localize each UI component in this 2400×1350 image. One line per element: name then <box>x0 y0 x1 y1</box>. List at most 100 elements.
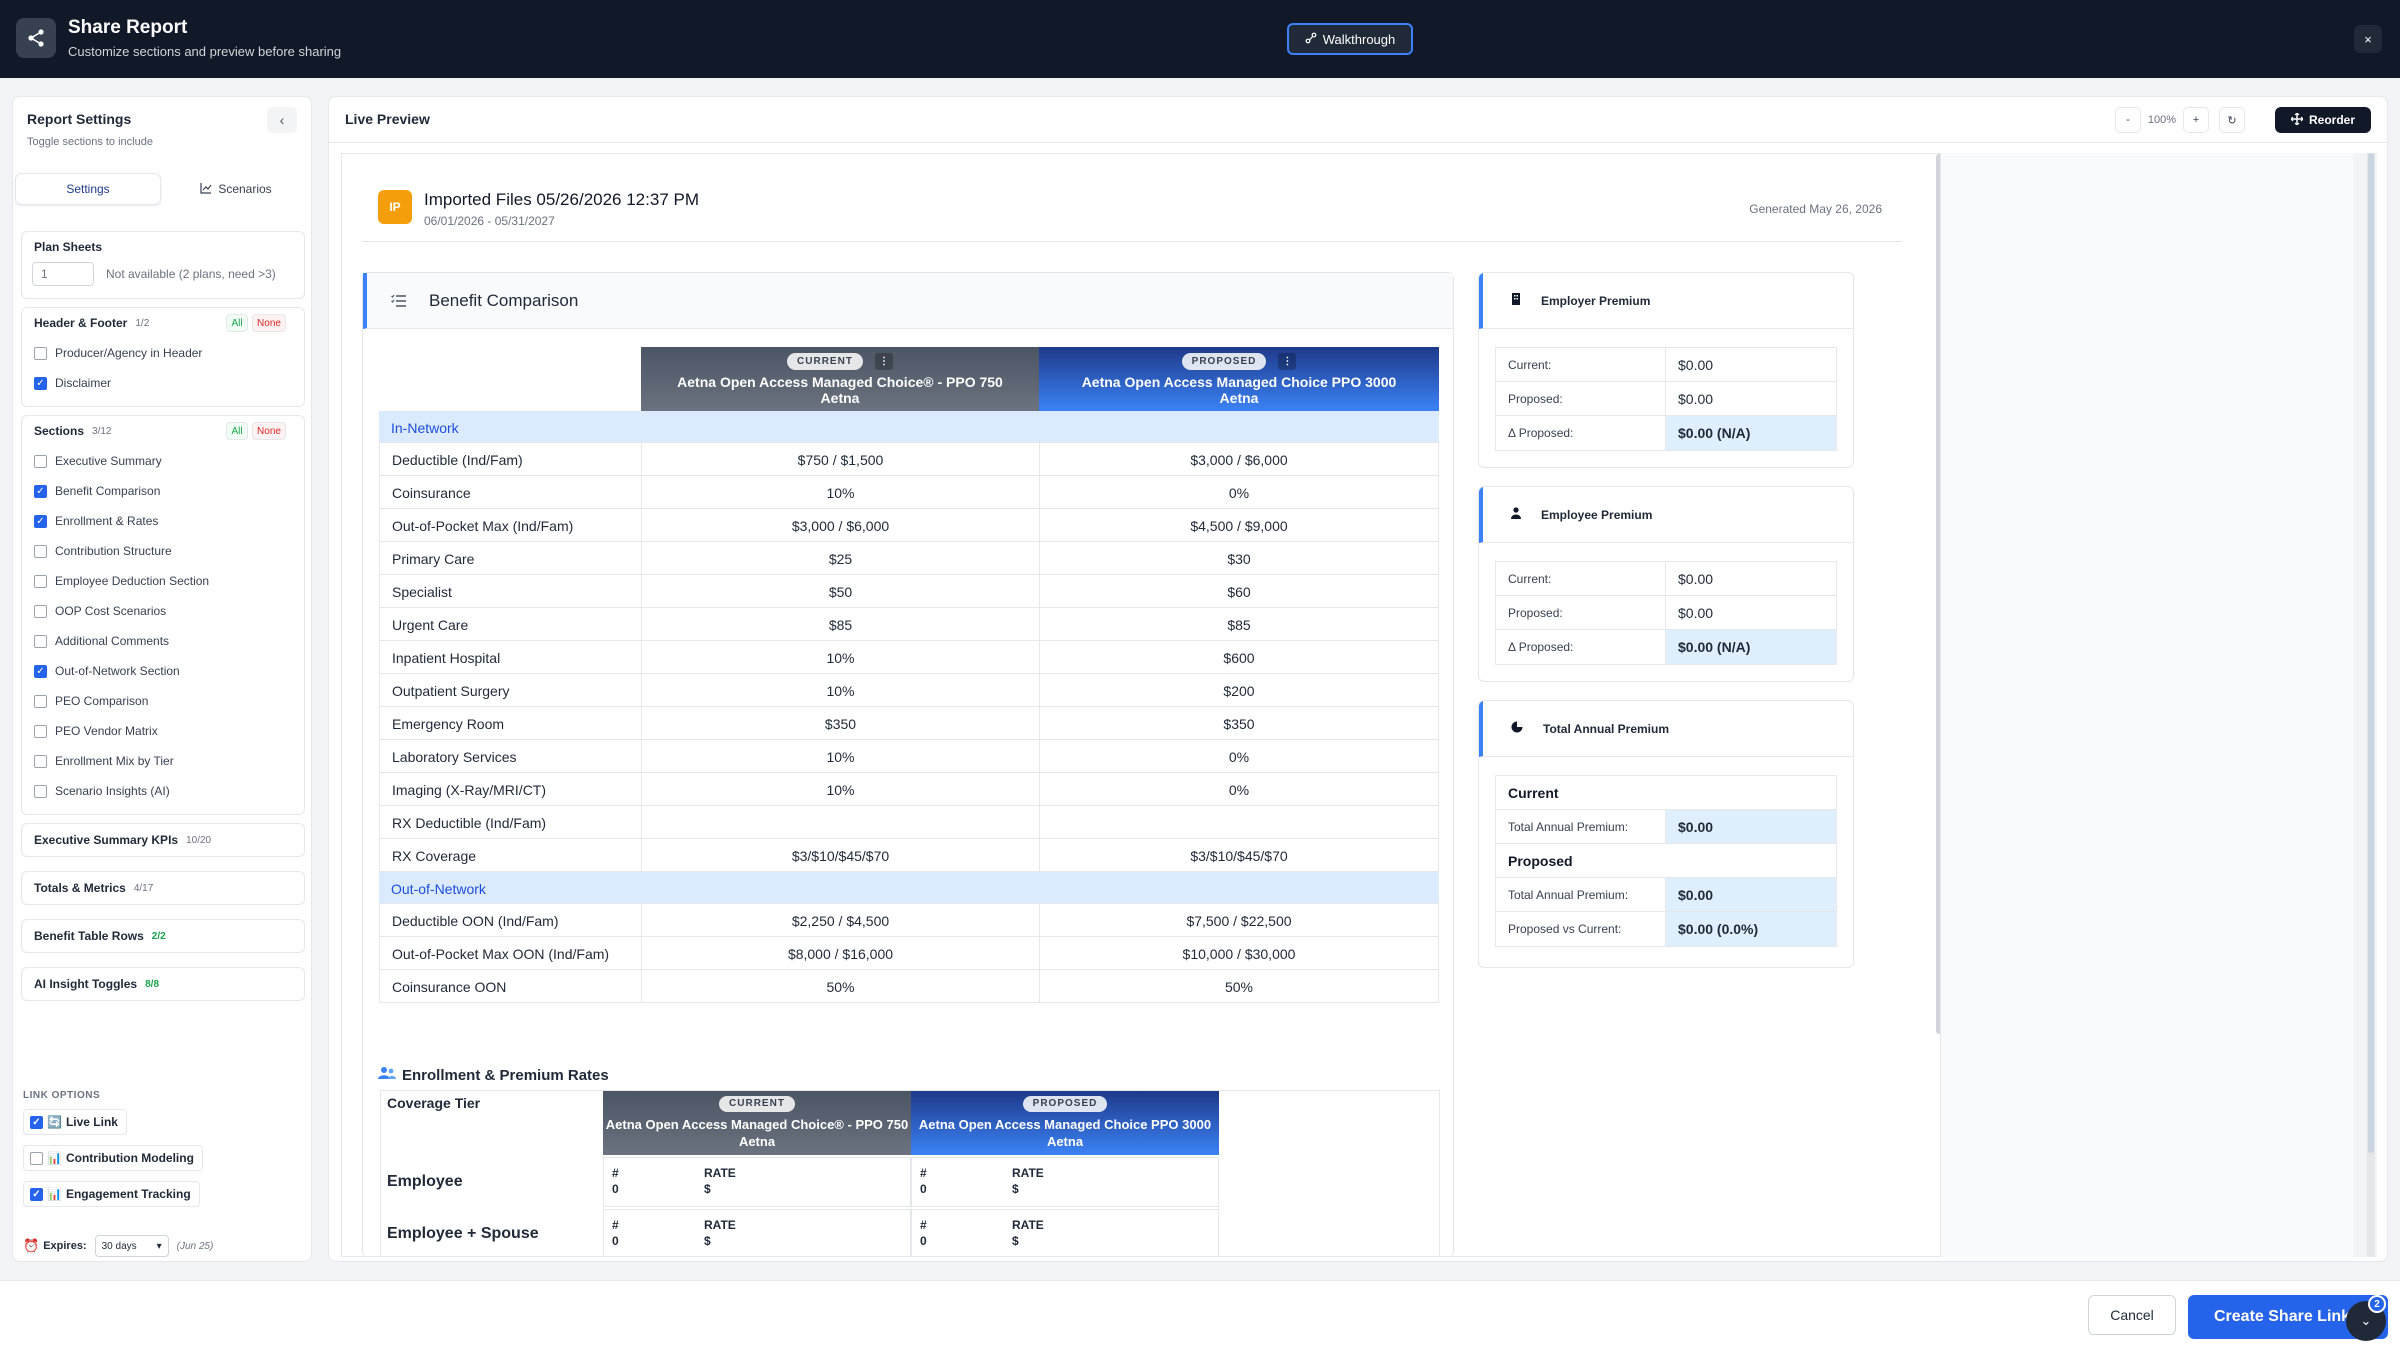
walkthrough-button[interactable]: Walkthrough <box>1287 23 1413 55</box>
table-row: Emergency Room $350 $350 <box>379 707 1439 740</box>
checkbox-item[interactable]: OOP Cost Scenarios <box>22 596 304 626</box>
group-title: Totals & Metrics <box>34 881 126 895</box>
checkbox-checked-icon[interactable]: ✓ <box>30 1115 43 1129</box>
premium-grid: Current: $0.00 Proposed: $0.00 Δ Proposed:… <box>1495 561 1837 665</box>
collapsed-group[interactable]: AI Insight Toggles 8/8 <box>21 967 305 1001</box>
rate-label: RATE <box>1012 1218 1044 1232</box>
enrollment-title: Enrollment & Premium Rates <box>378 1066 609 1084</box>
document-scrollbar[interactable] <box>1936 154 1940 1034</box>
current-rate-cell[interactable]: #0 RATE $ <box>603 1157 911 1207</box>
section-label: Out-of-Network <box>391 880 486 897</box>
collapse-panel-button[interactable]: ‹ <box>267 107 297 133</box>
checkbox-item[interactable]: Employee Deduction Section <box>22 566 304 596</box>
enrollment-table: Coverage Tier CURRENT Aetna Open Access … <box>380 1090 1440 1256</box>
count-value: 0 <box>920 1182 927 1196</box>
proposed-value: $30 <box>1039 542 1439 575</box>
group-count: 10/20 <box>186 834 212 846</box>
zoom-out-button[interactable]: - <box>2115 107 2141 133</box>
preview-scrollbar[interactable] <box>2367 153 2375 1257</box>
current-rate-cell[interactable]: #0 RATE $ <box>603 1209 911 1256</box>
checkbox-unchecked-icon[interactable] <box>34 574 47 588</box>
checkbox-unchecked-icon[interactable] <box>34 634 47 648</box>
checkbox-unchecked-icon[interactable] <box>34 694 47 708</box>
sections-card: Sections 3/12 All None Executive Summary ✓… <box>21 415 305 815</box>
select-all-button[interactable]: All <box>226 422 248 440</box>
more-options-icon[interactable]: ⋮ <box>1278 353 1297 370</box>
report-header: IP Imported Files 05/26/2026 12:37 PM 06… <box>362 172 1902 242</box>
collapsed-group[interactable]: Executive Summary KPIs 10/20 <box>21 823 305 857</box>
group-header: Totals & Metrics 4/17 <box>22 872 304 904</box>
proposed-value: $3/$10/$45/$70 <box>1039 839 1439 872</box>
zoom-level: 100% <box>2147 114 2177 126</box>
checkbox-unchecked-icon[interactable] <box>34 724 47 738</box>
checkbox-item[interactable]: Contribution Structure <box>22 536 304 566</box>
checkbox-item[interactable]: Additional Comments <box>22 626 304 656</box>
checkbox-unchecked-icon[interactable] <box>34 544 47 558</box>
proposed-value: 0% <box>1039 740 1439 773</box>
checkbox-item[interactable]: Enrollment Mix by Tier <box>22 746 304 776</box>
count-value: 0 <box>612 1234 619 1248</box>
zoom-in-button[interactable]: + <box>2183 107 2209 133</box>
close-button[interactable]: × <box>2354 25 2382 53</box>
proposed-rate-cell[interactable]: #0 RATE $ <box>911 1209 1219 1256</box>
settings-content: Plan Sheets 1 Not available (2 plans, ne… <box>21 231 305 1015</box>
card-title: Employee Premium <box>1541 507 1653 522</box>
checkbox-item[interactable]: PEO Vendor Matrix <box>22 716 304 746</box>
checkbox-label: PEO Vendor Matrix <box>55 724 158 738</box>
vs-value: $0.00 (0.0%) <box>1666 912 1836 946</box>
checkbox-item[interactable]: PEO Comparison <box>22 686 304 716</box>
tab-scenarios[interactable]: Scenarios <box>163 173 309 205</box>
select-none-button[interactable]: None <box>252 314 286 332</box>
checkbox-unchecked-icon[interactable] <box>30 1151 43 1165</box>
checkbox-item[interactable]: Scenario Insights (AI) <box>22 776 304 806</box>
live-preview-panel: Live Preview - 100% + ↻ Reorder IP Impor… <box>328 96 2388 1262</box>
checkbox-unchecked-icon[interactable] <box>34 346 47 360</box>
preview-title: Live Preview <box>345 111 430 127</box>
count-label: # <box>612 1218 619 1232</box>
benefit-label: Emergency Room <box>379 707 641 740</box>
building-icon <box>1511 293 1521 308</box>
checkbox-unchecked-icon[interactable] <box>34 754 47 768</box>
checkbox-checked-icon[interactable]: ✓ <box>30 1187 43 1201</box>
current-value: $3/$10/$45/$70 <box>641 839 1039 872</box>
link-option[interactable]: 📊 Contribution Modeling <box>23 1145 203 1171</box>
checkbox-checked-icon[interactable]: ✓ <box>34 514 47 528</box>
select-all-button[interactable]: All <box>226 314 248 332</box>
link-option[interactable]: ✓ 🔄 Live Link <box>23 1109 127 1135</box>
collapsed-group[interactable]: Benefit Table Rows 2/2 <box>21 919 305 953</box>
table-row: RX Coverage $3/$10/$45/$70 $3/$10/$45/$70 <box>379 839 1439 872</box>
group-count: 8/8 <box>145 978 160 990</box>
cancel-button[interactable]: Cancel <box>2088 1295 2176 1335</box>
report-document[interactable]: IP Imported Files 05/26/2026 12:37 PM 06… <box>341 153 1941 1257</box>
more-options-icon[interactable]: ⋮ <box>874 353 893 370</box>
checkbox-unchecked-icon[interactable] <box>34 784 47 798</box>
checkbox-checked-icon[interactable]: ✓ <box>34 376 47 390</box>
checkbox-unchecked-icon[interactable] <box>34 604 47 618</box>
chevron-down-icon: ▾ <box>156 1240 162 1252</box>
checkbox-unchecked-icon[interactable] <box>34 454 47 468</box>
card-header: Total Annual Premium <box>1479 701 1853 757</box>
checkbox-item[interactable]: ✓ Benefit Comparison <box>22 476 304 506</box>
reset-zoom-button[interactable]: ↻ <box>2219 107 2245 133</box>
reorder-button[interactable]: Reorder <box>2275 107 2371 133</box>
link-option[interactable]: ✓ 📊 Engagement Tracking <box>23 1181 200 1207</box>
collapsed-group[interactable]: Totals & Metrics 4/17 <box>21 871 305 905</box>
checkbox-item[interactable]: ✓ Out-of-Network Section <box>22 656 304 686</box>
checkbox-label: OOP Cost Scenarios <box>55 604 167 618</box>
section-label: In-Network <box>391 419 459 436</box>
checkbox-checked-icon[interactable]: ✓ <box>34 484 47 498</box>
expires-row: ⏰ Expires: 30 days ▾ (Jun 25) <box>23 1235 213 1257</box>
proposed-rate-cell[interactable]: #0 RATE $ <box>911 1157 1219 1207</box>
expires-select[interactable]: 30 days ▾ <box>94 1235 169 1257</box>
group-header: Benefit Table Rows 2/2 <box>22 920 304 952</box>
select-none-button[interactable]: None <box>252 422 286 440</box>
plan-sheets-input[interactable]: 1 <box>32 262 94 286</box>
checkbox-item[interactable]: Producer/Agency in Header <box>22 338 304 368</box>
proposed-carrier: Aetna <box>1219 390 1259 406</box>
checkbox-item[interactable]: ✓ Disclaimer <box>22 368 304 398</box>
count-value: 0 <box>612 1182 619 1196</box>
tab-settings[interactable]: Settings <box>15 173 161 205</box>
checkbox-checked-icon[interactable]: ✓ <box>34 664 47 678</box>
checkbox-item[interactable]: ✓ Enrollment & Rates <box>22 506 304 536</box>
checkbox-item[interactable]: Executive Summary <box>22 446 304 476</box>
